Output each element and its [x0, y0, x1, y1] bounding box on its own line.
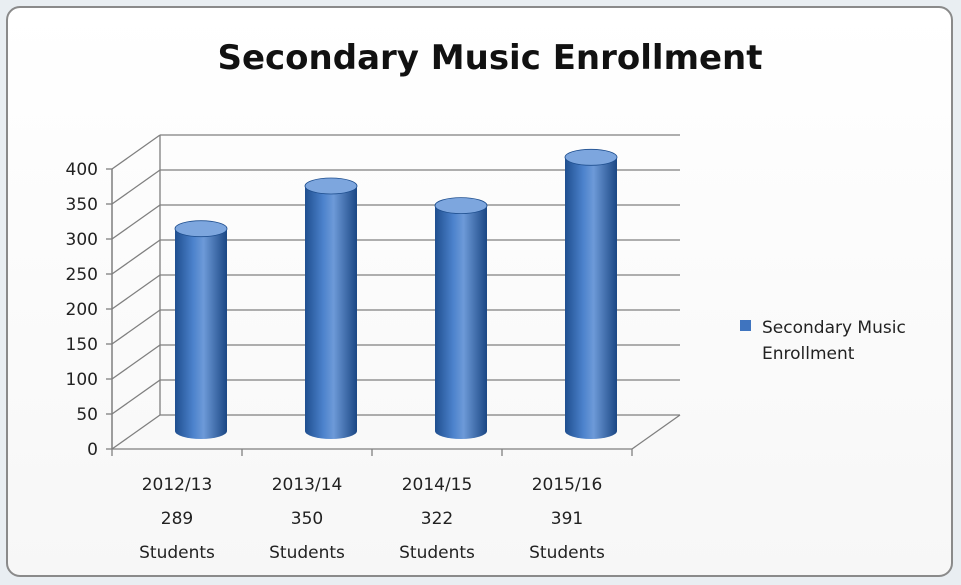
legend: Secondary Music Enrollment — [740, 315, 955, 367]
side-gridline-250 — [111, 239, 161, 275]
x-tick-label: 2012/13 — [142, 475, 213, 495]
bar-2 — [304, 177, 358, 439]
y-tick-label: 150 — [66, 335, 98, 355]
side-gridline-50 — [111, 379, 161, 415]
bar-top — [564, 148, 618, 166]
side-gridline-350 — [111, 169, 161, 205]
legend-label-line2: Enrollment — [762, 344, 855, 364]
y-tick-label: 400 — [66, 160, 98, 180]
legend-label: Secondary Music Enrollment — [762, 315, 906, 367]
bar-4 — [564, 148, 618, 440]
y-tick-label: 0 — [87, 440, 98, 460]
side-gridline-100 — [111, 344, 161, 380]
bar-layer — [174, 148, 618, 440]
floor-right-edge — [631, 414, 681, 450]
x-tick-label: 2014/15 — [402, 475, 473, 495]
y-tick-label: 350 — [66, 195, 98, 215]
bar-1 — [174, 220, 228, 439]
x-tick-label: Students — [399, 543, 475, 563]
bar-body — [175, 228, 227, 439]
x-tick-label: 350 — [291, 509, 323, 529]
side-gridline-300 — [111, 204, 161, 240]
axis-layer — [106, 168, 633, 456]
x-tick-label: 2013/14 — [272, 475, 343, 495]
x-tick-label: 391 — [551, 509, 583, 529]
chart-title: Secondary Music Enrollment — [217, 38, 763, 78]
bar-body — [305, 186, 357, 439]
x-tick-label: 322 — [421, 509, 453, 529]
bar-top — [174, 220, 228, 238]
side-gridline-150 — [111, 309, 161, 345]
legend-swatch — [740, 320, 751, 331]
side-gridline-0 — [111, 414, 161, 450]
side-gridline-400 — [111, 134, 161, 170]
side-gridline-200 — [111, 274, 161, 310]
y-tick-label: 250 — [66, 265, 98, 285]
bar-3 — [434, 197, 488, 439]
y-tick-label: 100 — [66, 370, 98, 390]
bar-top — [304, 177, 358, 195]
x-tick-label: Students — [529, 543, 605, 563]
x-tick-label: 289 — [161, 509, 193, 529]
y-tick-label: 200 — [66, 300, 98, 320]
legend-label-line1: Secondary Music — [762, 318, 906, 338]
y-tick-label: 300 — [66, 230, 98, 250]
x-tick-label: 2015/16 — [532, 475, 603, 495]
bar-body — [435, 205, 487, 439]
bar-top — [434, 197, 488, 215]
x-tick-label: Students — [139, 543, 215, 563]
x-tick-label: Students — [269, 543, 345, 563]
label-layer: 0 50 100 150 200 250 300 350 400 2012/13 289 Studen… — [66, 160, 605, 563]
bar-body — [565, 157, 617, 440]
y-tick-label: 50 — [76, 405, 98, 425]
